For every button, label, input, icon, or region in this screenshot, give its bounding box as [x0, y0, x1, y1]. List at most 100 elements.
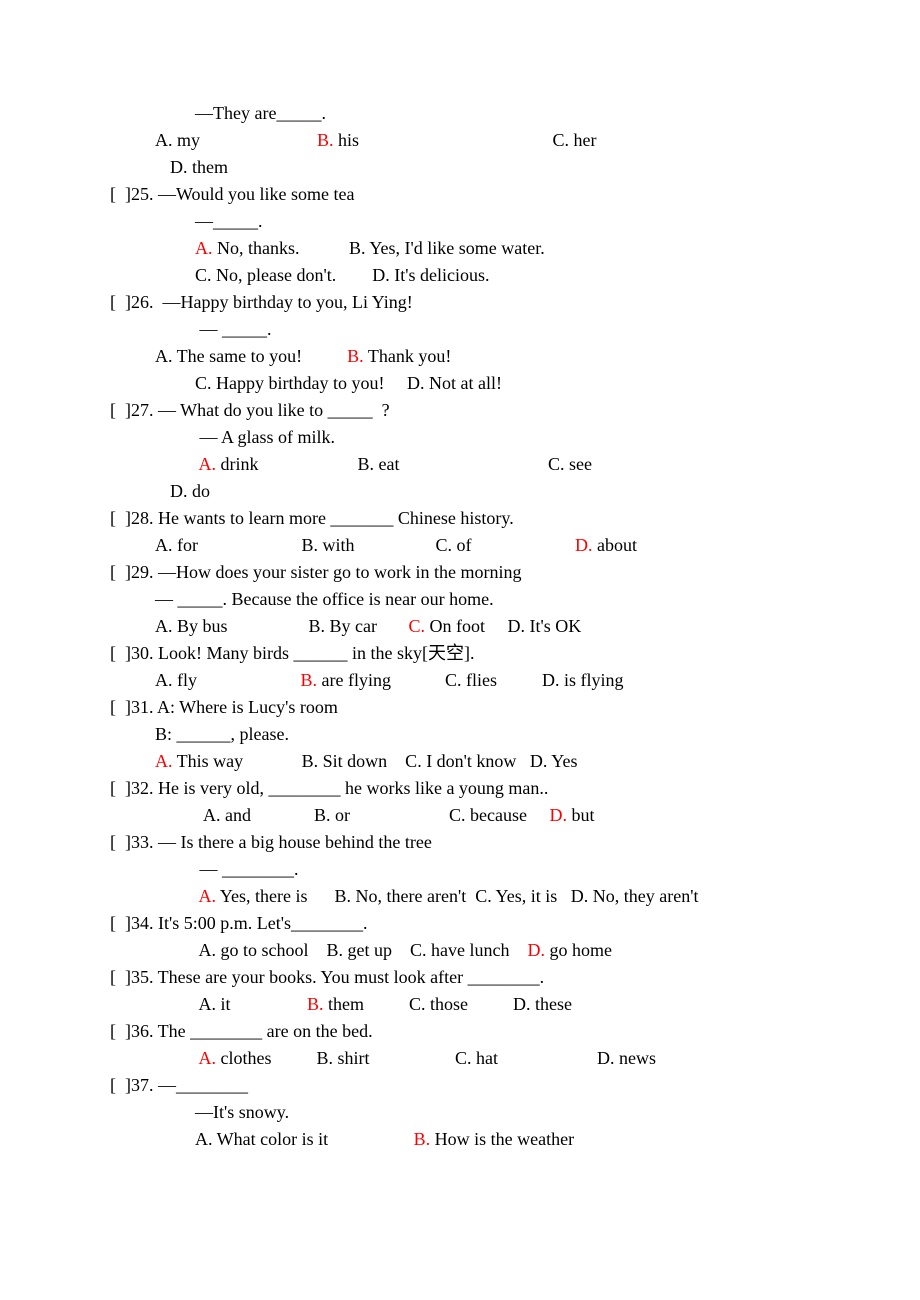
text-line: [ ]32. He is very old, ________ he works… — [110, 775, 810, 802]
text-segment: On foot D. It's OK — [425, 616, 581, 636]
text-segment: A. my — [155, 130, 317, 150]
text-line: C. No, please don't. D. It's delicious. — [195, 262, 810, 289]
text-segment: D. do — [170, 481, 210, 501]
text-line: —_____. — [195, 208, 810, 235]
text-segment: [ ]36. The ________ are on the bed. — [110, 1021, 373, 1041]
text-line: — _____. — [195, 316, 810, 343]
answer-letter: D. — [549, 805, 567, 825]
text-segment: A. it — [195, 994, 307, 1014]
answer-letter: A. — [199, 1048, 217, 1068]
text-line: A. What color is it B. How is the weathe… — [195, 1126, 810, 1153]
text-segment: . — [339, 940, 348, 960]
text-segment: — A glass of milk. — [195, 427, 335, 447]
answer-letter: B. — [301, 670, 318, 690]
answer-letter: D. — [527, 940, 545, 960]
text-segment: [ ]34. It's 5:00 p.m. Let's________. — [110, 913, 367, 933]
text-segment: or C. because — [335, 805, 549, 825]
text-line: [ ]25. —Would you like some tea — [110, 181, 810, 208]
text-segment: [ ]27. — What do you like to _____ ? — [110, 400, 390, 420]
text-line: —They are_____. — [195, 100, 810, 127]
text-segment: . — [326, 805, 335, 825]
text-line: A. The same to you! B. Thank you! — [155, 343, 810, 370]
answer-letter: B. — [347, 346, 364, 366]
text-segment: [ ]26. —Happy birthday to you, Li Ying! — [110, 292, 413, 312]
text-segment: [ ]31. A: Where is Lucy's room — [110, 697, 338, 717]
text-line: A. and B. or C. because D. but — [195, 802, 810, 829]
answer-letter: B. — [307, 994, 324, 1014]
text-segment: drink B. eat C. see — [216, 454, 592, 474]
text-segment: A. and B — [195, 805, 326, 825]
text-segment: C. Happy birthday to you! D. Not at all! — [195, 373, 502, 393]
text-line: A. go to school B. get up C. have lunch … — [195, 937, 810, 964]
text-line: [ ]34. It's 5:00 p.m. Let's________. — [110, 910, 810, 937]
text-segment: [ ]30. Look! Many birds ______ in the sk… — [110, 643, 474, 663]
text-segment: get up C. have lunch — [348, 940, 528, 960]
text-line: [ ]29. —How does your sister go to work … — [110, 559, 810, 586]
text-segment: [ ]28. He wants to learn more _______ Ch… — [110, 508, 514, 528]
text-segment: A. fly — [155, 670, 301, 690]
text-line: A. it B. them C. those D. these — [195, 991, 810, 1018]
text-line: D. them — [170, 154, 810, 181]
answer-letter: A. — [199, 886, 217, 906]
text-segment: clothes B. shirt C. hat D. news — [216, 1048, 656, 1068]
text-segment: A. The same to you! — [155, 346, 347, 366]
text-segment: about — [593, 535, 638, 555]
text-line: B: ______, please. — [155, 721, 810, 748]
exercise-content: —They are_____.A. my B. his C. herD. the… — [110, 100, 810, 1153]
text-segment: go home — [545, 940, 612, 960]
text-segment: —It's snowy. — [195, 1102, 289, 1122]
text-line: A. my B. his C. her — [155, 127, 810, 154]
answer-letter: A. — [199, 454, 217, 474]
text-line: D. do — [170, 478, 810, 505]
text-segment: [ ]29. —How does your sister go to work … — [110, 562, 521, 582]
text-segment: — _____. — [195, 319, 272, 339]
text-line: [ ]35. These are your books. You must lo… — [110, 964, 810, 991]
text-line: C. Happy birthday to you! D. Not at all! — [195, 370, 810, 397]
text-line: [ ]26. —Happy birthday to you, Li Ying! — [110, 289, 810, 316]
text-line: A. drink B. eat C. see — [195, 451, 810, 478]
text-segment: Yes, there is B. No, there aren't C. Yes… — [216, 886, 698, 906]
answer-letter: A. — [155, 751, 173, 771]
text-segment: them C. those D. these — [324, 994, 572, 1014]
text-segment: A. for B. with C. of — [155, 535, 575, 555]
text-segment: No, thanks. B. Yes, I'd like some water. — [213, 238, 545, 258]
text-line: —It's snowy. — [195, 1099, 810, 1126]
text-segment: How is the weather — [430, 1129, 574, 1149]
text-segment: Thank you! — [364, 346, 452, 366]
answer-letter: C. — [409, 616, 426, 636]
text-segment: A. What color is it — [195, 1129, 414, 1149]
text-line: A. clothes B. shirt C. hat D. news — [195, 1045, 810, 1072]
text-line: A. This way B. Sit down C. I don't know … — [155, 748, 810, 775]
text-line: — ________. — [195, 856, 810, 883]
text-segment: his C. her — [334, 130, 597, 150]
text-line: [ ]30. Look! Many birds ______ in the sk… — [110, 640, 810, 667]
text-segment: [ ]35. These are your books. You must lo… — [110, 967, 544, 987]
text-segment: [ ]37. —________ — [110, 1075, 248, 1095]
answer-letter: D. — [575, 535, 593, 555]
text-segment: [ ]32. He is very old, ________ he works… — [110, 778, 548, 798]
text-segment: A. By bus B. By car — [155, 616, 409, 636]
text-line: A. Yes, there is B. No, there aren't C. … — [195, 883, 810, 910]
text-line: — A glass of milk. — [195, 424, 810, 451]
answer-letter: B. — [414, 1129, 431, 1149]
text-segment: B: ______, please. — [155, 724, 289, 744]
text-segment: — _____. Because the office is near our … — [155, 589, 494, 609]
text-line: [ ]36. The ________ are on the bed. — [110, 1018, 810, 1045]
text-segment: [ ]25. —Would you like some tea — [110, 184, 355, 204]
text-segment: D. them — [170, 157, 228, 177]
text-line: — _____. Because the office is near our … — [155, 586, 810, 613]
text-segment: —_____. — [195, 211, 263, 231]
text-line: A. No, thanks. B. Yes, I'd like some wat… — [195, 235, 810, 262]
text-line: [ ]31. A: Where is Lucy's room — [110, 694, 810, 721]
text-segment: A. go to school B — [195, 940, 339, 960]
text-segment: but — [567, 805, 595, 825]
text-segment: are flying C. flies D. is flying — [317, 670, 623, 690]
text-line: [ ]37. —________ — [110, 1072, 810, 1099]
answer-letter: A. — [195, 238, 213, 258]
text-line: [ ]27. — What do you like to _____ ? — [110, 397, 810, 424]
text-line: A. fly B. are flying C. flies D. is flyi… — [155, 667, 810, 694]
text-line: [ ]28. He wants to learn more _______ Ch… — [110, 505, 810, 532]
text-line: A. for B. with C. of D. about — [155, 532, 810, 559]
text-segment: — ________. — [195, 859, 299, 879]
answer-letter: B. — [317, 130, 334, 150]
